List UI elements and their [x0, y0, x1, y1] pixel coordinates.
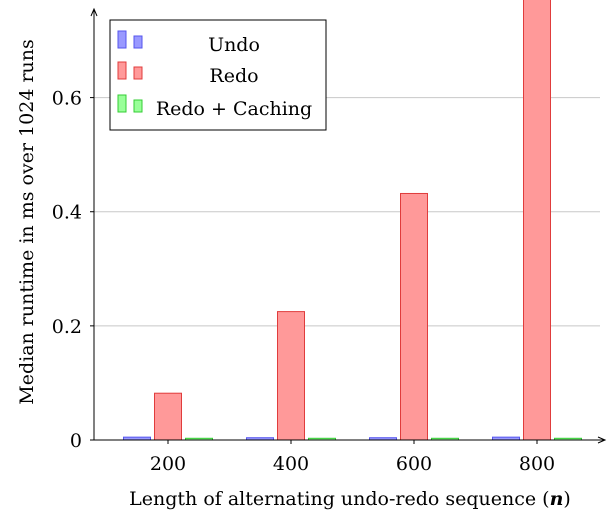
x-tick-label: 600 [396, 453, 432, 475]
axes [90, 7, 607, 444]
y-tick-label: 0.6 [52, 88, 82, 110]
bar [400, 192, 428, 441]
legend-label: Redo [209, 65, 258, 87]
y-axis-label: Median runtime in ms over 1024 runs [16, 39, 38, 405]
legend-swatch [133, 35, 143, 49]
y-axis-arrow [90, 7, 98, 17]
legend-label: Redo + Caching [156, 98, 312, 120]
bar [277, 311, 305, 441]
x-tick-label: 800 [519, 453, 555, 475]
y-tick-label: 0 [70, 430, 82, 452]
legend: Undo Redo Redo + Caching [109, 19, 327, 131]
x-tick-label: 200 [150, 453, 186, 475]
legend-swatch [117, 30, 127, 49]
y-tick-label: 0.2 [52, 316, 82, 338]
legend-swatch [133, 66, 143, 80]
x-axis-label-variable: n [550, 488, 564, 510]
x-tick-label: 400 [273, 453, 309, 475]
bar [154, 392, 182, 441]
y-ticks: 0 0.2 0.4 0.6 [52, 88, 94, 452]
legend-label: Undo [208, 34, 260, 56]
x-axis-label: Length of alternating undo-redo sequence… [129, 488, 571, 510]
x-axis-arrow [597, 436, 607, 444]
bar [523, 0, 551, 441]
legend-swatch [133, 99, 143, 113]
x-axis-label-suffix: ) [563, 488, 570, 510]
legend-box [109, 19, 327, 131]
x-axis-label-prefix: Length of alternating undo-redo sequence… [129, 488, 549, 510]
x-ticks: 200 400 600 800 [150, 440, 555, 475]
y-tick-label: 0.4 [52, 202, 82, 224]
bars [123, 0, 582, 441]
legend-swatch [117, 61, 127, 80]
legend-swatch [117, 94, 127, 113]
